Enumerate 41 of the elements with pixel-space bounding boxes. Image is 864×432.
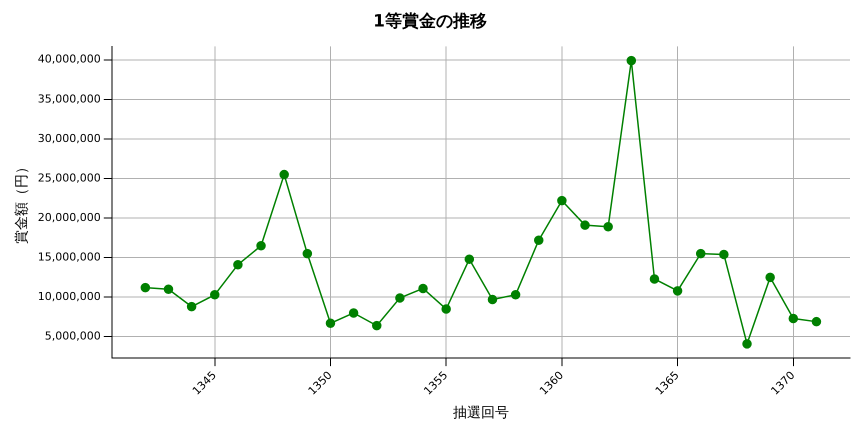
point bbox=[210, 290, 220, 300]
point bbox=[580, 220, 590, 230]
point bbox=[372, 320, 382, 330]
point bbox=[441, 304, 451, 314]
y-tick-label: 35,000,000 bbox=[38, 92, 101, 106]
point bbox=[603, 222, 613, 232]
y-tick-label: 40,000,000 bbox=[38, 52, 101, 66]
point bbox=[326, 318, 336, 328]
point bbox=[534, 235, 544, 245]
point bbox=[395, 293, 405, 303]
point bbox=[488, 294, 498, 304]
point bbox=[233, 260, 243, 270]
point bbox=[650, 274, 660, 284]
point bbox=[557, 196, 567, 206]
point bbox=[510, 290, 520, 300]
point bbox=[626, 56, 636, 66]
point bbox=[140, 282, 150, 292]
point bbox=[812, 316, 822, 326]
point bbox=[256, 240, 266, 250]
y-tick-label: 25,000,000 bbox=[38, 171, 101, 184]
point bbox=[719, 250, 729, 260]
point bbox=[302, 248, 312, 258]
y-tick-label: 20,000,000 bbox=[38, 210, 101, 224]
x-axis-title: 抽選回号 bbox=[452, 405, 509, 422]
point bbox=[186, 302, 196, 312]
point bbox=[765, 272, 775, 282]
point bbox=[279, 170, 289, 180]
point bbox=[672, 286, 682, 296]
point bbox=[696, 248, 706, 258]
y-axis-title: 賞金額（円） bbox=[14, 160, 30, 244]
y-tick-label: 15,000,000 bbox=[38, 250, 101, 264]
point bbox=[164, 284, 174, 294]
y-tick-label: 5,000,000 bbox=[44, 330, 101, 343]
y-tick-label: 30,000,000 bbox=[38, 132, 101, 145]
point bbox=[788, 314, 798, 324]
y-tick-label: 10,000,000 bbox=[38, 290, 101, 304]
point bbox=[418, 284, 428, 294]
chart-title: 1等賞金の推移 bbox=[373, 12, 487, 32]
point bbox=[464, 254, 474, 264]
point bbox=[348, 308, 358, 318]
point bbox=[742, 339, 752, 349]
